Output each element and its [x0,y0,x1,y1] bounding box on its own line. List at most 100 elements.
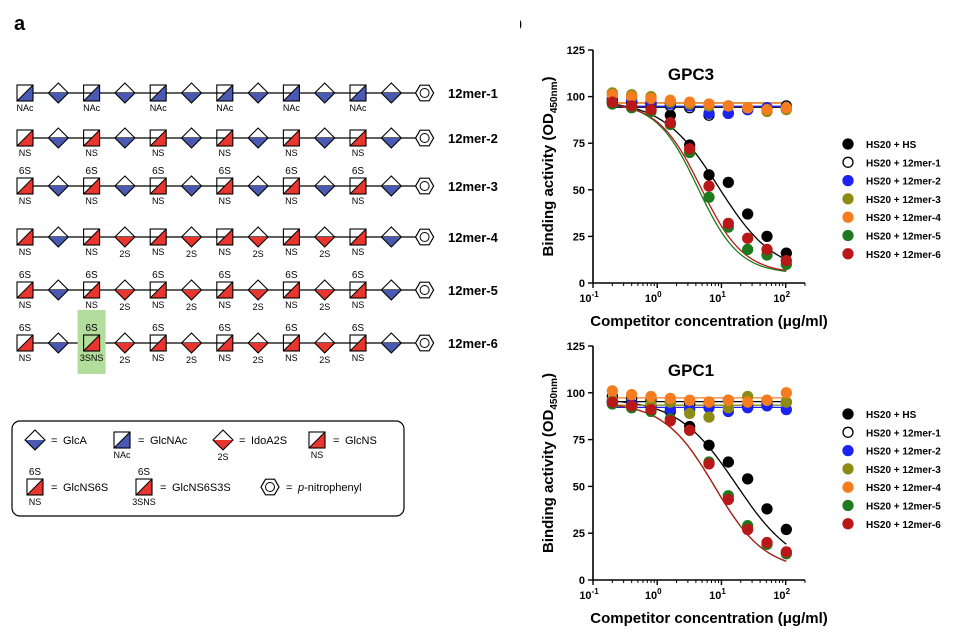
sulfation-label: 6S [219,270,232,281]
idoa2s-icon [213,440,233,450]
data-point [703,169,715,181]
substituent-label: NS [152,300,165,310]
x-tick-base: 10 [579,590,591,602]
legend-marker [842,229,854,242]
diamond-outline [114,226,136,248]
substituent-label: NS [352,300,365,310]
aromatic-ring [419,88,430,98]
square-diagonal [149,129,167,147]
glca-icon [114,186,135,196]
data-point [742,243,754,256]
idoa2s-icon [181,290,202,300]
legend-marker [842,408,854,420]
data-point [742,232,754,244]
square-outline [16,334,34,352]
substituent-label: NS [285,196,298,206]
key-item-glcns: NS = GlcNS [308,431,377,460]
series-4 [606,89,792,116]
fit-curve-6 [610,404,787,562]
sulfation-label: 6S [285,270,298,281]
data-point [684,96,696,108]
data-point [626,400,638,412]
data-point [645,103,657,116]
x-tick-label: 10-1 [579,290,599,305]
key-label-rest: -nitrophenyl [304,482,361,494]
equals-sign: = [160,482,166,494]
square-diagonal [149,177,167,195]
substituent-label: NS [352,196,365,206]
substituent-label: 2S [253,249,264,259]
oligo-row-2: NS NS NS NS NS NS 12mer-2 [16,127,498,158]
substituent-label: NAc [283,103,301,113]
y-tick-label: 25 [573,528,585,540]
glca-icon [314,186,335,196]
chart-title: GPC3 [668,65,714,84]
equals-sign: = [138,435,144,447]
substituent-label: NS [311,450,324,460]
glca-icon [48,138,69,148]
square-outline [282,281,300,299]
substituent-label: NS [152,148,165,158]
square-diagonal [283,281,300,299]
diamond-outline [180,332,203,354]
square-outline [83,334,101,352]
legend-label: HS20 + 12mer-4 [866,213,941,224]
legend-label: HS20 + 12mer-6 [866,520,941,531]
substituent-label: NS [19,353,32,363]
substituent-label: NS [285,300,298,310]
legend-marker [842,138,854,150]
legend-entry-0: HS20 + HS [842,408,917,421]
glca-icon [48,343,69,353]
legend-entry-2: HS20 + 12mer-2 [842,174,941,188]
square-diagonal [83,228,100,246]
substituent-label: 2S [253,355,264,365]
data-point [606,396,618,408]
x-tick-exponent: 2 [786,587,791,596]
data-point [780,254,792,267]
substituent-label: 2S [119,302,130,312]
square-outline [349,177,367,195]
fit-curve-0 [610,103,787,261]
substituent-label: NAc [83,103,101,113]
legend-entry-3: HS20 + 12mer-3 [842,463,941,476]
substituent-label: NS [285,353,298,363]
data-point [664,415,676,427]
diamond-outline [47,226,70,248]
legend-marker [842,248,854,260]
substituent-label: NAc [16,103,34,113]
panel-label-b: b [520,13,522,35]
square-outline [83,281,101,299]
diamond-outline [313,332,336,354]
square-outline [83,228,101,246]
square-outline [149,129,167,147]
legend-entry-4: HS20 + 12mer-4 [842,481,941,494]
aromatic-ring [419,181,430,191]
x-tick-exponent: 0 [657,587,662,596]
glca-icon [381,290,402,300]
square-outline [149,281,167,299]
idoa2s-icon [181,343,202,353]
legend-entry-1: HS20 + 12mer-1 [842,426,941,439]
sulfation-label: 6S [85,323,98,334]
data-point [761,503,773,515]
legend-entry-5: HS20 + 12mer-5 [842,229,941,243]
diamond-outline [313,82,336,104]
key-item-idoa2s: 2S = IdoA2S [212,429,287,462]
series-0 [606,394,792,536]
substituent-label: NS [85,196,98,206]
square-outline [216,334,234,352]
legend-entry-1: HS20 + 12mer-1 [842,156,941,169]
glca-icon [181,138,202,148]
substituent-label: NS [285,148,298,158]
substituent-label: NAc [150,103,168,113]
square-outline [149,84,167,102]
y-tick-label: 25 [573,231,585,243]
data-point [742,396,754,408]
square-diagonal [216,228,234,246]
square-diagonal [283,84,300,102]
diamond-outline [380,332,403,354]
substituent-label: NAc [349,103,367,113]
idoa2s-icon [248,343,269,353]
square-outline [149,228,167,246]
